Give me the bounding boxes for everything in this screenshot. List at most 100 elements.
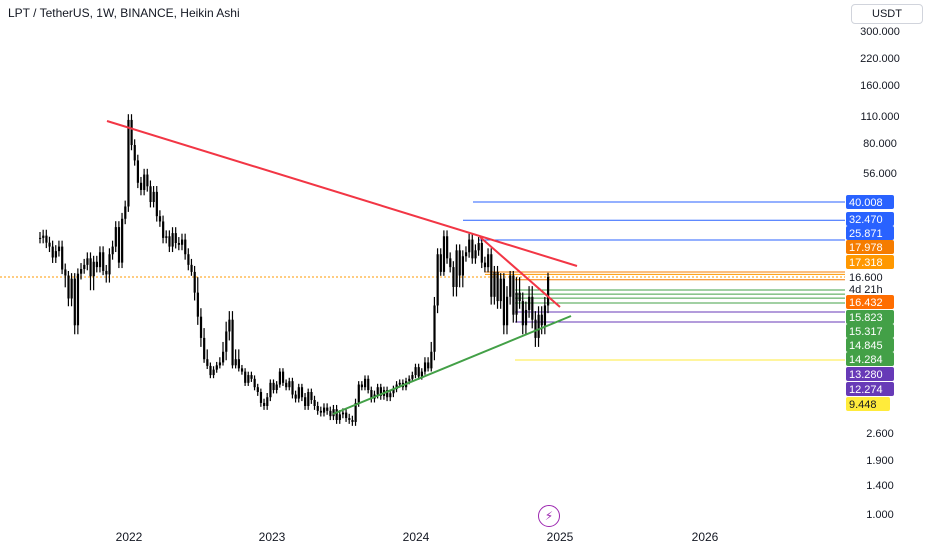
candle-body [45,235,48,243]
candle-body [196,292,199,317]
candle-body [499,278,502,302]
candle-body [436,254,439,306]
candle-body [266,397,269,406]
price-tag-label: 15.317 [849,326,883,338]
candle-body [64,269,67,276]
candle-body [206,359,209,366]
candle-body [442,236,446,272]
candle-body [360,384,364,388]
candle-body [240,368,244,372]
candle-body [114,227,117,247]
candle-body [67,275,70,299]
candle-body [304,397,307,406]
price-tag-label: 12.274 [849,384,883,396]
candle-body [155,191,158,217]
candle-body [83,264,86,270]
candle-body [89,258,92,277]
trendline-upper-resistance[interactable] [106,120,578,267]
candle-body [345,412,348,419]
candle-body [244,371,247,383]
candle-body [275,384,278,391]
trendline-rising-support[interactable] [332,315,572,415]
candle-body [455,250,458,287]
candle-body [187,254,190,265]
price-tag-background [846,397,890,411]
y-tick-label: 1.400 [866,480,894,492]
y-tick-label: 1.900 [866,455,894,467]
price-tag-label: 14.284 [849,354,883,366]
candle-body [509,275,512,297]
candle-body [152,191,155,203]
candle-body [174,233,177,244]
x-tick-label: 2026 [692,530,719,544]
candle-body [165,236,168,238]
candle-body [180,239,184,245]
candle-body [98,252,102,268]
candle-body [341,412,345,415]
candle-body [464,252,468,257]
candle-body [417,367,420,377]
candle-body [512,275,515,315]
candle-body [329,410,332,417]
y-tick-label: 110.000 [861,111,900,123]
price-tag-background [846,382,894,396]
price-tag-background [846,195,894,209]
candle-body [547,277,550,306]
candle-body [386,390,389,398]
currency-selector[interactable]: USDT [851,4,923,24]
candle-body [70,278,73,299]
trendline-short-resistance[interactable] [479,236,561,308]
price-tag-label: 17.318 [849,257,883,269]
price-tag-label: 15.823 [849,312,883,324]
candle-body [483,262,487,268]
candle-body [256,387,259,392]
candle-body [319,410,323,413]
candle-body [48,242,51,247]
candle-body [285,382,288,388]
candle-body [61,246,64,270]
price-tag-background [846,310,894,324]
candle-body [493,271,496,297]
candle-body [322,407,326,413]
candle-body [370,390,373,399]
candle-body [212,369,215,376]
candle-body [222,351,225,363]
price-tag: 15.317 [846,324,894,338]
candle-body [253,378,256,388]
price-tag-background [846,367,894,381]
price-tag-label: 13.280 [849,369,883,381]
candle-body [354,402,357,422]
candle-body [143,174,146,190]
candle-body [225,331,228,352]
candle-body [203,337,206,360]
lightning-icon[interactable]: ⚡ [538,505,560,527]
candle-body [139,182,143,190]
candle-body [297,387,300,399]
x-tick-label: 2024 [403,530,430,544]
candle-body [42,235,45,238]
y-tick-label: 80.000 [863,138,897,150]
candle-body [543,305,547,326]
candle-body [310,392,313,401]
candle-body [487,254,490,268]
candle-body [376,387,379,395]
candle-body [363,378,367,388]
candle-body [95,261,98,268]
candle-body [379,387,382,396]
candle-body [92,261,95,277]
price-tag-background [846,324,894,338]
candle-body [190,264,193,272]
candle-body [86,258,89,265]
candle-body [326,407,329,411]
candle-body [332,409,335,417]
candle-body [133,145,136,161]
price-tag: 4d 21h [849,284,883,296]
candle-body [259,392,263,403]
price-tag: 15.823 [846,310,894,324]
price-tag-label: 4d 21h [849,284,883,296]
candle-body [461,256,465,276]
candle-body [162,221,165,238]
candle-body [348,418,351,420]
candle-body [193,271,196,293]
